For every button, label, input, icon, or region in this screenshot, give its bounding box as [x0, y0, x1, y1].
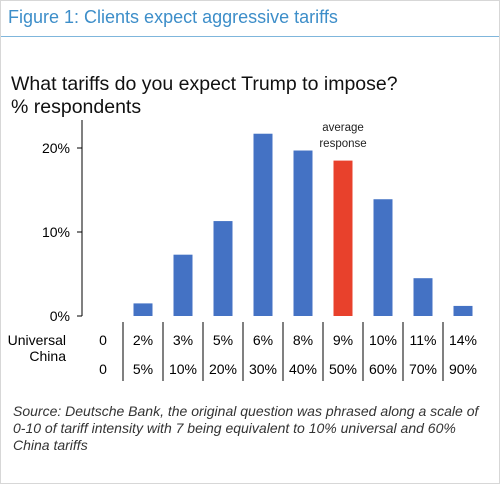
- y-tick-label: 0%: [50, 308, 70, 324]
- x-tick-label-china: 60%: [369, 361, 397, 377]
- y-tick-label: 10%: [42, 224, 70, 240]
- x-tick-label-china: 50%: [329, 361, 357, 377]
- chart-title: What tariffs do you expect Trump to impo…: [11, 73, 398, 95]
- bar: [133, 303, 153, 316]
- annotation-label: average: [322, 122, 364, 134]
- chart-subtitle: % respondents: [11, 96, 142, 118]
- annotation-label: response: [319, 138, 366, 150]
- figure-title: Figure 1: Clients expect aggressive tari…: [8, 7, 338, 27]
- x-tick-label-china: 70%: [409, 361, 437, 377]
- x-tick-label-universal: 10%: [369, 332, 397, 348]
- x-tick-label-universal: 2%: [133, 332, 153, 348]
- bar: [253, 133, 273, 316]
- bar-highlight: [333, 160, 353, 316]
- chart-title-block: What tariffs do you expect Trump to impo…: [11, 73, 398, 119]
- x-tick-label-china: 90%: [449, 361, 477, 377]
- x-tick-label-universal: 3%: [173, 332, 193, 348]
- x-tick-label-universal: 9%: [333, 332, 353, 348]
- x-tick-label-universal: 14%: [449, 332, 477, 348]
- bar: [173, 254, 193, 316]
- bar: [213, 221, 233, 316]
- x-tick-label-china: 10%: [169, 361, 197, 377]
- bar: [413, 278, 433, 316]
- x-tick-label-universal: 11%: [410, 332, 437, 348]
- x-tick-label-universal: 6%: [253, 332, 273, 348]
- x-tick-label-china: 0: [99, 361, 107, 377]
- source-note: Source: Deutsche Bank, the original ques…: [13, 403, 479, 453]
- x-tick-label-china: 40%: [289, 361, 317, 377]
- x-tick-label-universal: 8%: [293, 332, 313, 348]
- x-tick-label-china: 5%: [133, 361, 153, 377]
- bar: [293, 150, 313, 316]
- x-tick-label-universal: 0: [99, 332, 107, 348]
- bar: [453, 305, 473, 316]
- row-label-universal: Universal: [8, 332, 66, 348]
- bar: [373, 199, 393, 316]
- x-tick-label-universal: 5%: [213, 332, 233, 348]
- x-tick-label-china: 20%: [209, 361, 237, 377]
- figure-title-rule: [1, 36, 499, 37]
- row-label-china: China: [29, 348, 66, 364]
- y-tick-label: 20%: [42, 140, 70, 156]
- x-tick-label-china: 30%: [249, 361, 277, 377]
